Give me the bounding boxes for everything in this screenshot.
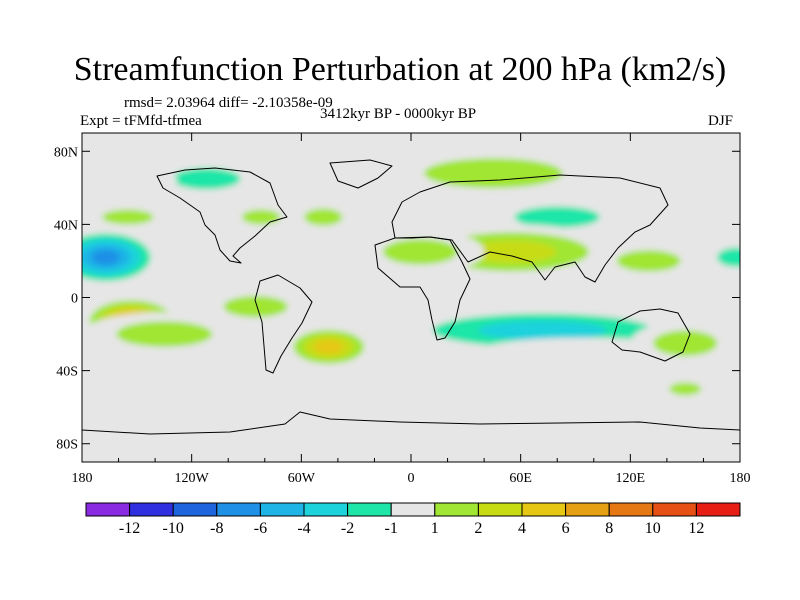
lat-tick-label: 80S	[56, 438, 78, 453]
colorbar-label: -1	[385, 520, 398, 537]
anomaly-29-level-1	[669, 382, 702, 396]
lat-tick-label: 0	[71, 292, 78, 307]
anomaly-19-level-2	[466, 240, 557, 264]
colorbar-label: -2	[341, 520, 354, 537]
colorbar-box	[434, 502, 479, 517]
anomaly-6-level-1	[304, 208, 343, 226]
anomaly-22-level-0	[685, 206, 740, 243]
anomaly-27-level-0	[429, 396, 521, 419]
lon-tick-label: 120E	[616, 471, 646, 486]
colorbar-label: -8	[210, 520, 223, 537]
anomaly-0-level-4	[91, 249, 121, 265]
colorbar: -12 -10 -8 -6 -4 -2 -1 1 2 4 6 8 10 12	[85, 502, 741, 537]
colorbar-label: -10	[163, 520, 184, 537]
anomaly-3-level-1	[102, 209, 154, 225]
coastline-antarctica	[82, 411, 740, 435]
colorbar-box	[652, 502, 697, 517]
anomaly-20-level-1	[382, 239, 458, 265]
anomaly-5-level-1	[241, 209, 281, 225]
colorbar-label: 2	[474, 520, 482, 537]
lon-tick-label: 180	[72, 471, 93, 486]
colorbar-label: -4	[297, 520, 310, 537]
lat-tick-label: 80N	[54, 145, 78, 160]
anomaly-18-level-1	[514, 206, 600, 228]
anomaly-24-level-2	[478, 320, 607, 341]
colorbar-label: 4	[518, 520, 526, 537]
anomaly-26-level-1	[653, 330, 718, 357]
colorbar-label: 8	[605, 520, 613, 537]
stats-label: rmsd= 2.03964 diff= -2.10358e-09	[124, 95, 333, 111]
colorbar-label: 12	[688, 520, 704, 537]
anomaly-15-level-0	[352, 359, 433, 389]
colorbar-box	[303, 502, 349, 517]
colorbar-box	[695, 502, 741, 517]
lon-tick-label: 60W	[288, 471, 316, 486]
anomaly-12-level-3	[314, 339, 344, 354]
lat-tick-label: 40S	[56, 365, 78, 380]
coastline-south-america	[254, 274, 313, 374]
map-area	[81, 132, 741, 463]
period-label: 3412kyr BP - 0000kyr BP	[320, 106, 477, 122]
anomaly-1-level-1	[172, 168, 241, 190]
anomaly-13-level-0	[82, 348, 124, 371]
anomaly-layer	[82, 147, 740, 428]
anomaly-7-level-0	[219, 240, 348, 263]
colorbar-label: 1	[431, 520, 439, 537]
colorbar-box	[259, 502, 305, 517]
colorbar-box	[85, 502, 131, 517]
anomaly-23-level-1	[717, 247, 740, 267]
colorbar-box	[129, 502, 174, 517]
anomaly-16-level-0	[337, 301, 375, 331]
colorbar-box	[172, 502, 218, 517]
experiment-label: Expt = tFMfd-tfmea	[80, 113, 202, 129]
colorbar-label: -12	[119, 520, 140, 537]
colorbar-box	[390, 502, 436, 517]
anomaly-10-level-1	[116, 321, 213, 347]
colorbar-box	[565, 502, 610, 517]
colorbar-box	[477, 502, 523, 517]
coastline-north-america	[156, 167, 288, 264]
lat-tick-label: 40N	[54, 218, 78, 233]
colorbar-box	[521, 502, 567, 517]
coastlines	[82, 159, 740, 435]
lon-tick-label: 0	[408, 471, 415, 486]
anomaly-2-level-0	[96, 165, 177, 196]
colorbar-box	[608, 502, 654, 517]
map-axes: 80N 40N 0 40S 80S 180 120W 60W 0 60E 120E 180	[54, 133, 751, 486]
anomaly-17-level-1	[424, 158, 563, 189]
plot-title: Streamfunction Perturbation at 200 hPa (…	[73, 51, 727, 88]
coastline-greenland	[329, 159, 393, 189]
colorbar-box	[347, 502, 392, 517]
anomaly-21-level-1	[616, 250, 681, 272]
colorbar-box	[216, 502, 261, 517]
lon-tick-label: 60E	[509, 471, 532, 486]
anomaly-14-level-0	[100, 388, 174, 411]
lon-tick-label: 120W	[175, 471, 210, 486]
colorbar-label: -6	[254, 520, 267, 537]
colorbar-label: 6	[562, 520, 570, 537]
coastline-australia	[611, 308, 691, 362]
coastline-eurasia	[391, 174, 669, 283]
anomaly-11-level-1	[223, 295, 288, 318]
season-label: DJF	[708, 113, 734, 129]
colorbar-label: 10	[645, 520, 661, 537]
lon-tick-label: 180	[730, 471, 751, 486]
